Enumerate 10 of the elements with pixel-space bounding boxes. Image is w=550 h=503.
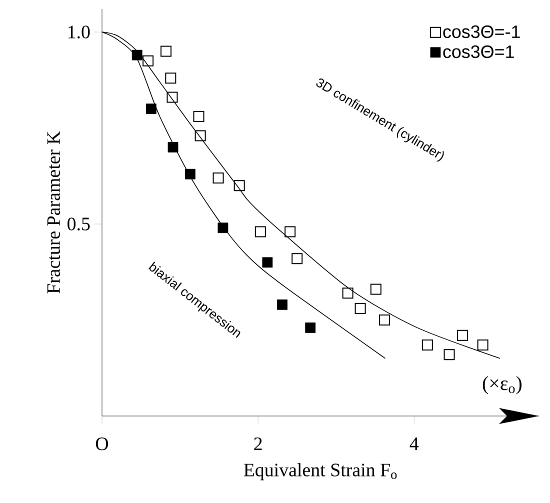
y-tick-label: 1.0 — [68, 26, 90, 38]
y-tick-label: 0.5 — [68, 218, 90, 230]
x-axis-title: Equivalent Strain F$_{o}$ — [244, 463, 397, 480]
legend-label: cos3Θ=1 — [443, 45, 514, 58]
y-axis-title: Fracture Parameter K — [47, 131, 60, 294]
x-tick-label: 4 — [410, 438, 419, 450]
x-tick-label: O — [96, 438, 108, 450]
legend-label: cos3Θ=-1 — [443, 25, 520, 38]
x-tick-label: 2 — [254, 438, 262, 450]
annotation: (×ε$_{o}$) — [482, 376, 522, 394]
